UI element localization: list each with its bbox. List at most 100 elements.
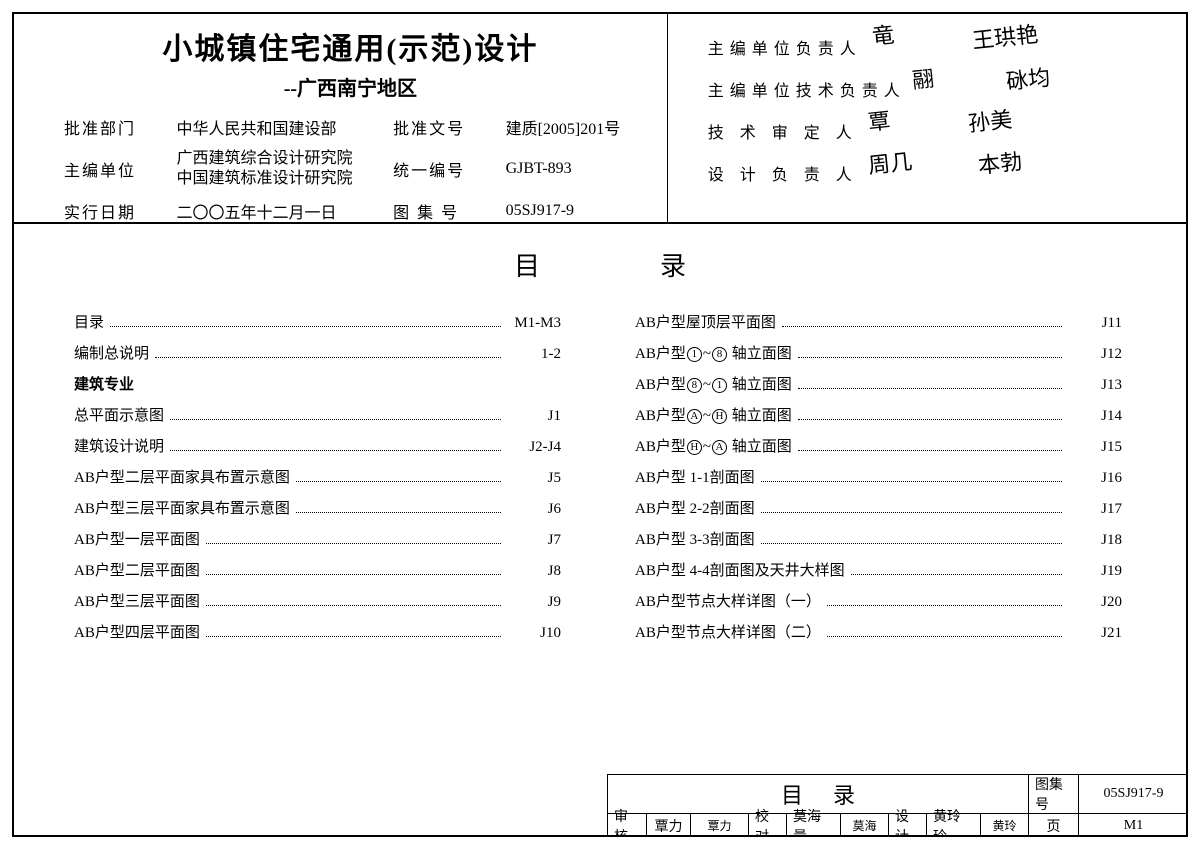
footer-check-sig: 莫海 [840, 814, 888, 835]
toc-entry-page: J18 [1068, 532, 1126, 549]
editor-line2: 中国建筑标准设计研究院 [177, 169, 370, 189]
sig4-slot: 周几 本勃 [858, 158, 1166, 188]
sig2-slot: 翮 砯均 [906, 74, 1166, 104]
toc-entry-page: J5 [507, 470, 565, 487]
toc-leader-dots [296, 481, 501, 482]
toc-entry-page: J15 [1068, 439, 1126, 456]
title-sub: --广西南宁地区 [64, 72, 637, 101]
toc-entry-text: 建筑设计说明 [74, 435, 164, 456]
toc-entry: 总平面示意图J1 [74, 404, 565, 425]
toc-entry-text: AB户型A~H 轴立面图 [635, 404, 792, 425]
header-block: 小城镇住宅通用(示范)设计 --广西南宁地区 批准部门 中华人民共和国建设部 批… [14, 14, 1186, 224]
toc-entry-text: 编制总说明 [74, 342, 149, 363]
toc-leader-dots [851, 574, 1062, 575]
toc-entry-text: AB户型三层平面家具布置示意图 [74, 497, 290, 518]
sig-row-4: 设 计 负 责 人 周几 本勃 [708, 158, 1166, 188]
toc-entry-text: AB户型一层平面图 [74, 528, 200, 549]
toc-columns: 目录M1-M3编制总说明1-2建筑专业总平面示意图J1建筑设计说明J2-J4AB… [74, 311, 1126, 652]
footer-titleblock: 目录 图集号 05SJ917-9 审核 覃力 覃力 校对 莫海量 莫海 设计 黄… [607, 774, 1186, 835]
toc-entry-text: AB户型 1-1剖面图 [635, 466, 755, 487]
toc-leader-dots [206, 574, 501, 575]
toc-entry-page: J1 [507, 408, 565, 425]
toc-entry-text: AB户型H~A 轴立面图 [635, 435, 792, 456]
toc-heading: 目录 [74, 246, 1126, 283]
toc-entry-text: AB户型1~8 轴立面图 [635, 342, 792, 363]
toc-entry-page: J11 [1068, 315, 1126, 332]
sig-row-1: 主编单位负责人 竜 王珙艳 [708, 32, 1166, 62]
toc-entry: AB户型屋顶层平面图J11 [635, 311, 1126, 332]
approve-doc: 建质[2005]201号 [506, 115, 637, 139]
footer-review-sig: 覃力 [690, 814, 748, 835]
effective-label: 实行日期 [64, 199, 153, 223]
toc-entry-text: AB户型节点大样详图（二） [635, 621, 821, 642]
toc-entry: 目录M1-M3 [74, 311, 565, 332]
toc-entry-text: AB户型8~1 轴立面图 [635, 373, 792, 394]
sig3-slot: 覃 孙美 [858, 116, 1166, 146]
toc-entry: 编制总说明 1-2 [74, 342, 565, 363]
footer-row2: 审核 覃力 覃力 校对 莫海量 莫海 设计 黄玲玲 黄玲 页 M1 [608, 813, 1186, 835]
toc-leader-dots [170, 419, 501, 420]
toc-entry: AB户型二层平面家具布置示意图J5 [74, 466, 565, 487]
toc-entry-page: J14 [1068, 408, 1126, 425]
circled-axis-icon: A [687, 409, 702, 424]
circled-axis-icon: H [712, 409, 727, 424]
toc-leader-dots [206, 543, 501, 544]
circled-axis-icon: 1 [712, 378, 727, 393]
toc-leader-dots [206, 605, 501, 606]
atlas-label: 图 集 号 [393, 199, 482, 223]
toc-entry-page: J20 [1068, 594, 1126, 611]
toc-col-1: 目录M1-M3编制总说明1-2建筑专业总平面示意图J1建筑设计说明J2-J4AB… [74, 311, 565, 652]
footer-page-label: 页 [1028, 814, 1078, 835]
toc-leader-dots [827, 605, 1062, 606]
toc-leader-dots [798, 450, 1062, 451]
toc-entry-page: 1-2 [507, 346, 565, 363]
drawing-sheet: 小城镇住宅通用(示范)设计 --广西南宁地区 批准部门 中华人民共和国建设部 批… [12, 12, 1188, 837]
toc-entry-text: AB户型二层平面图 [74, 559, 200, 580]
toc-entry-page: J19 [1068, 563, 1126, 580]
toc-entry: AB户型四层平面图J10 [74, 621, 565, 642]
toc-entry: AB户型A~H 轴立面图 J14 [635, 404, 1126, 425]
toc-leader-dots [782, 326, 1062, 327]
sig-row-3: 技 术 审 定 人 覃 孙美 [708, 116, 1166, 146]
toc-leader-dots [798, 419, 1062, 420]
toc-entry-page: J9 [507, 594, 565, 611]
toc-entry: AB户型8~1 轴立面图J13 [635, 373, 1126, 394]
editor-line1: 广西建筑综合设计研究院 [177, 149, 370, 169]
toc-leader-dots [110, 326, 501, 327]
editor-value: 广西建筑综合设计研究院 中国建筑标准设计研究院 [177, 149, 370, 189]
toc-entry: AB户型H~A 轴立面图 J15 [635, 435, 1126, 456]
toc-entry: AB户型三层平面图J9 [74, 590, 565, 611]
toc-entry-page: J8 [507, 563, 565, 580]
toc-leader-dots [798, 357, 1062, 358]
sig1-slot: 竜 王珙艳 [862, 32, 1166, 62]
toc-entry: AB户型1~8 轴立面图J12 [635, 342, 1126, 363]
toc-entry: AB户型节点大样详图（二） J21 [635, 621, 1126, 642]
footer-check-name: 莫海量 [786, 814, 840, 835]
toc-entry-page: J21 [1068, 625, 1126, 642]
toc-entry: AB户型 3-3剖面图 J18 [635, 528, 1126, 549]
info-grid: 批准部门 中华人民共和国建设部 批准文号 建质[2005]201号 主编单位 广… [64, 115, 637, 223]
footer-check-label: 校对 [748, 814, 786, 835]
toc-entry: 建筑设计说明 J2-J4 [74, 435, 565, 456]
toc-entry-text: AB户型 2-2剖面图 [635, 497, 755, 518]
footer-review-label: 审核 [608, 814, 646, 835]
circled-axis-icon: 8 [687, 378, 702, 393]
toc-leader-dots [798, 388, 1062, 389]
toc-entry: AB户型节点大样详图（一）J20 [635, 590, 1126, 611]
footer-design-sig: 黄玲 [980, 814, 1028, 835]
toc-entry-page: J16 [1068, 470, 1126, 487]
toc-leader-dots [761, 512, 1062, 513]
circled-axis-icon: 1 [687, 347, 702, 362]
toc-leader-dots [827, 636, 1062, 637]
toc-entry: AB户型三层平面家具布置示意图J6 [74, 497, 565, 518]
body-area: 目录 目录M1-M3编制总说明1-2建筑专业总平面示意图J1建筑设计说明J2-J… [14, 224, 1186, 835]
toc-entry-page: J2-J4 [507, 439, 565, 456]
toc-entry-text: AB户型 3-3剖面图 [635, 528, 755, 549]
toc-entry-text: AB户型四层平面图 [74, 621, 200, 642]
footer-review-name: 覃力 [646, 814, 690, 835]
approve-doc-label: 批准文号 [393, 115, 482, 139]
toc-leader-dots [761, 543, 1062, 544]
header-signatures: 主编单位负责人 竜 王珙艳 主编单位技术负责人 翮 砯均 技 术 审 定 人 覃… [668, 14, 1186, 222]
header-left: 小城镇住宅通用(示范)设计 --广西南宁地区 批准部门 中华人民共和国建设部 批… [14, 14, 668, 222]
circled-axis-icon: H [687, 440, 702, 455]
